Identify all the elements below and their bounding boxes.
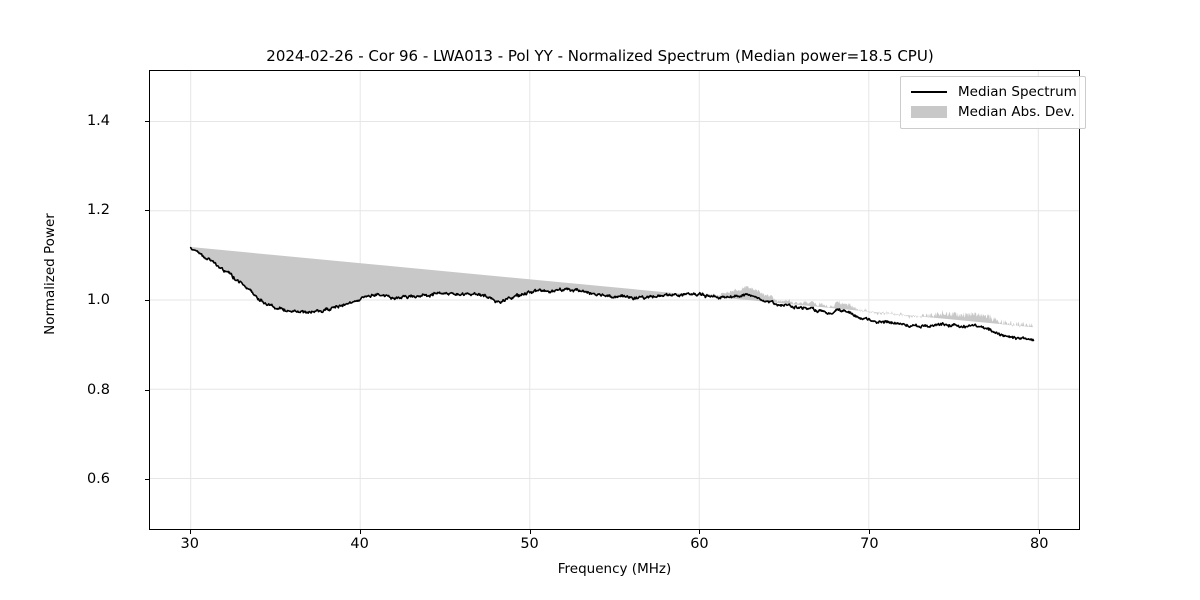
spectrum-plot-svg (150, 71, 1079, 529)
y-tick-label: 1.0 (86, 292, 110, 308)
x-tick-label: 60 (690, 536, 709, 552)
page-title: 2024-02-26 - Cor 96 - LWA013 - Pol YY - … (266, 47, 934, 65)
y-tick-label: 0.6 (86, 471, 110, 488)
legend-line-swatch-icon (909, 85, 949, 99)
x-tick-label: 70 (860, 536, 879, 552)
x-tickmark (869, 530, 871, 534)
legend-label-median-abs-dev: Median Abs. Dev. (958, 104, 1075, 120)
x-axis-label: Frequency (MHz) (557, 561, 672, 577)
y-tickmark (145, 210, 149, 212)
legend-item-median-abs-dev: Median Abs. Dev. (909, 102, 1077, 122)
x-tickmark (699, 530, 701, 534)
legend-label-median-spectrum: Median Spectrum (958, 84, 1077, 100)
y-tickmark (145, 300, 149, 301)
y-tick-label: 1.2 (86, 202, 110, 219)
x-tickmark (1039, 530, 1041, 534)
x-tickmark (359, 530, 361, 534)
y-tickmark (145, 120, 149, 122)
median-spectrum-line (189, 246, 1035, 342)
x-tickmark (189, 530, 191, 534)
x-tick-label: 40 (350, 536, 369, 552)
legend: Median Spectrum Median Abs. Dev. (900, 76, 1086, 129)
x-tick-label: 50 (520, 536, 539, 552)
y-tickmark (145, 389, 149, 391)
grid-lines (150, 71, 1079, 529)
x-tick-label: 80 (1029, 536, 1049, 552)
plot-area (149, 70, 1080, 530)
x-tickmark (529, 530, 531, 534)
x-tick-label: 30 (180, 536, 199, 552)
y-axis-label: Normalized Power (42, 213, 58, 335)
median-abs-dev-band (190, 247, 1034, 328)
y-tick-label: 1.4 (86, 112, 110, 129)
legend-patch-swatch-icon (909, 105, 949, 119)
y-tick-label: 0.8 (86, 381, 110, 398)
y-tickmark (145, 479, 149, 481)
legend-item-median-spectrum: Median Spectrum (909, 82, 1077, 102)
